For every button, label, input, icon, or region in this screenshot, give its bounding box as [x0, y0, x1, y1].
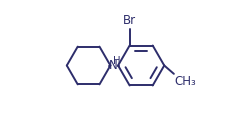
Text: CH₃: CH₃: [175, 75, 196, 88]
Text: H: H: [113, 56, 121, 66]
Text: N: N: [109, 59, 118, 72]
Text: Br: Br: [123, 13, 136, 27]
